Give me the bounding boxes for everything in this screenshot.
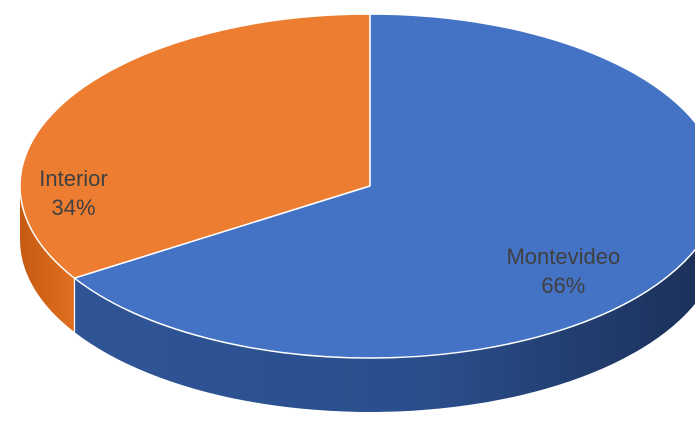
slice-montevideo	[73, 13, 695, 359]
slice-interior-side	[20, 186, 75, 333]
data-label-montevideo-name: Montevideo	[506, 244, 620, 269]
pie-layer	[19, 13, 695, 412]
data-label-interior-percent: 34%	[51, 195, 95, 220]
data-label-montevideo-percent: 66%	[541, 273, 585, 298]
data-label-interior-name: Interior	[39, 166, 107, 191]
slice-interior	[19, 13, 371, 279]
slice-montevideo-side	[74, 249, 695, 412]
data-labels: Montevideo 66% Interior 34%	[39, 166, 620, 298]
